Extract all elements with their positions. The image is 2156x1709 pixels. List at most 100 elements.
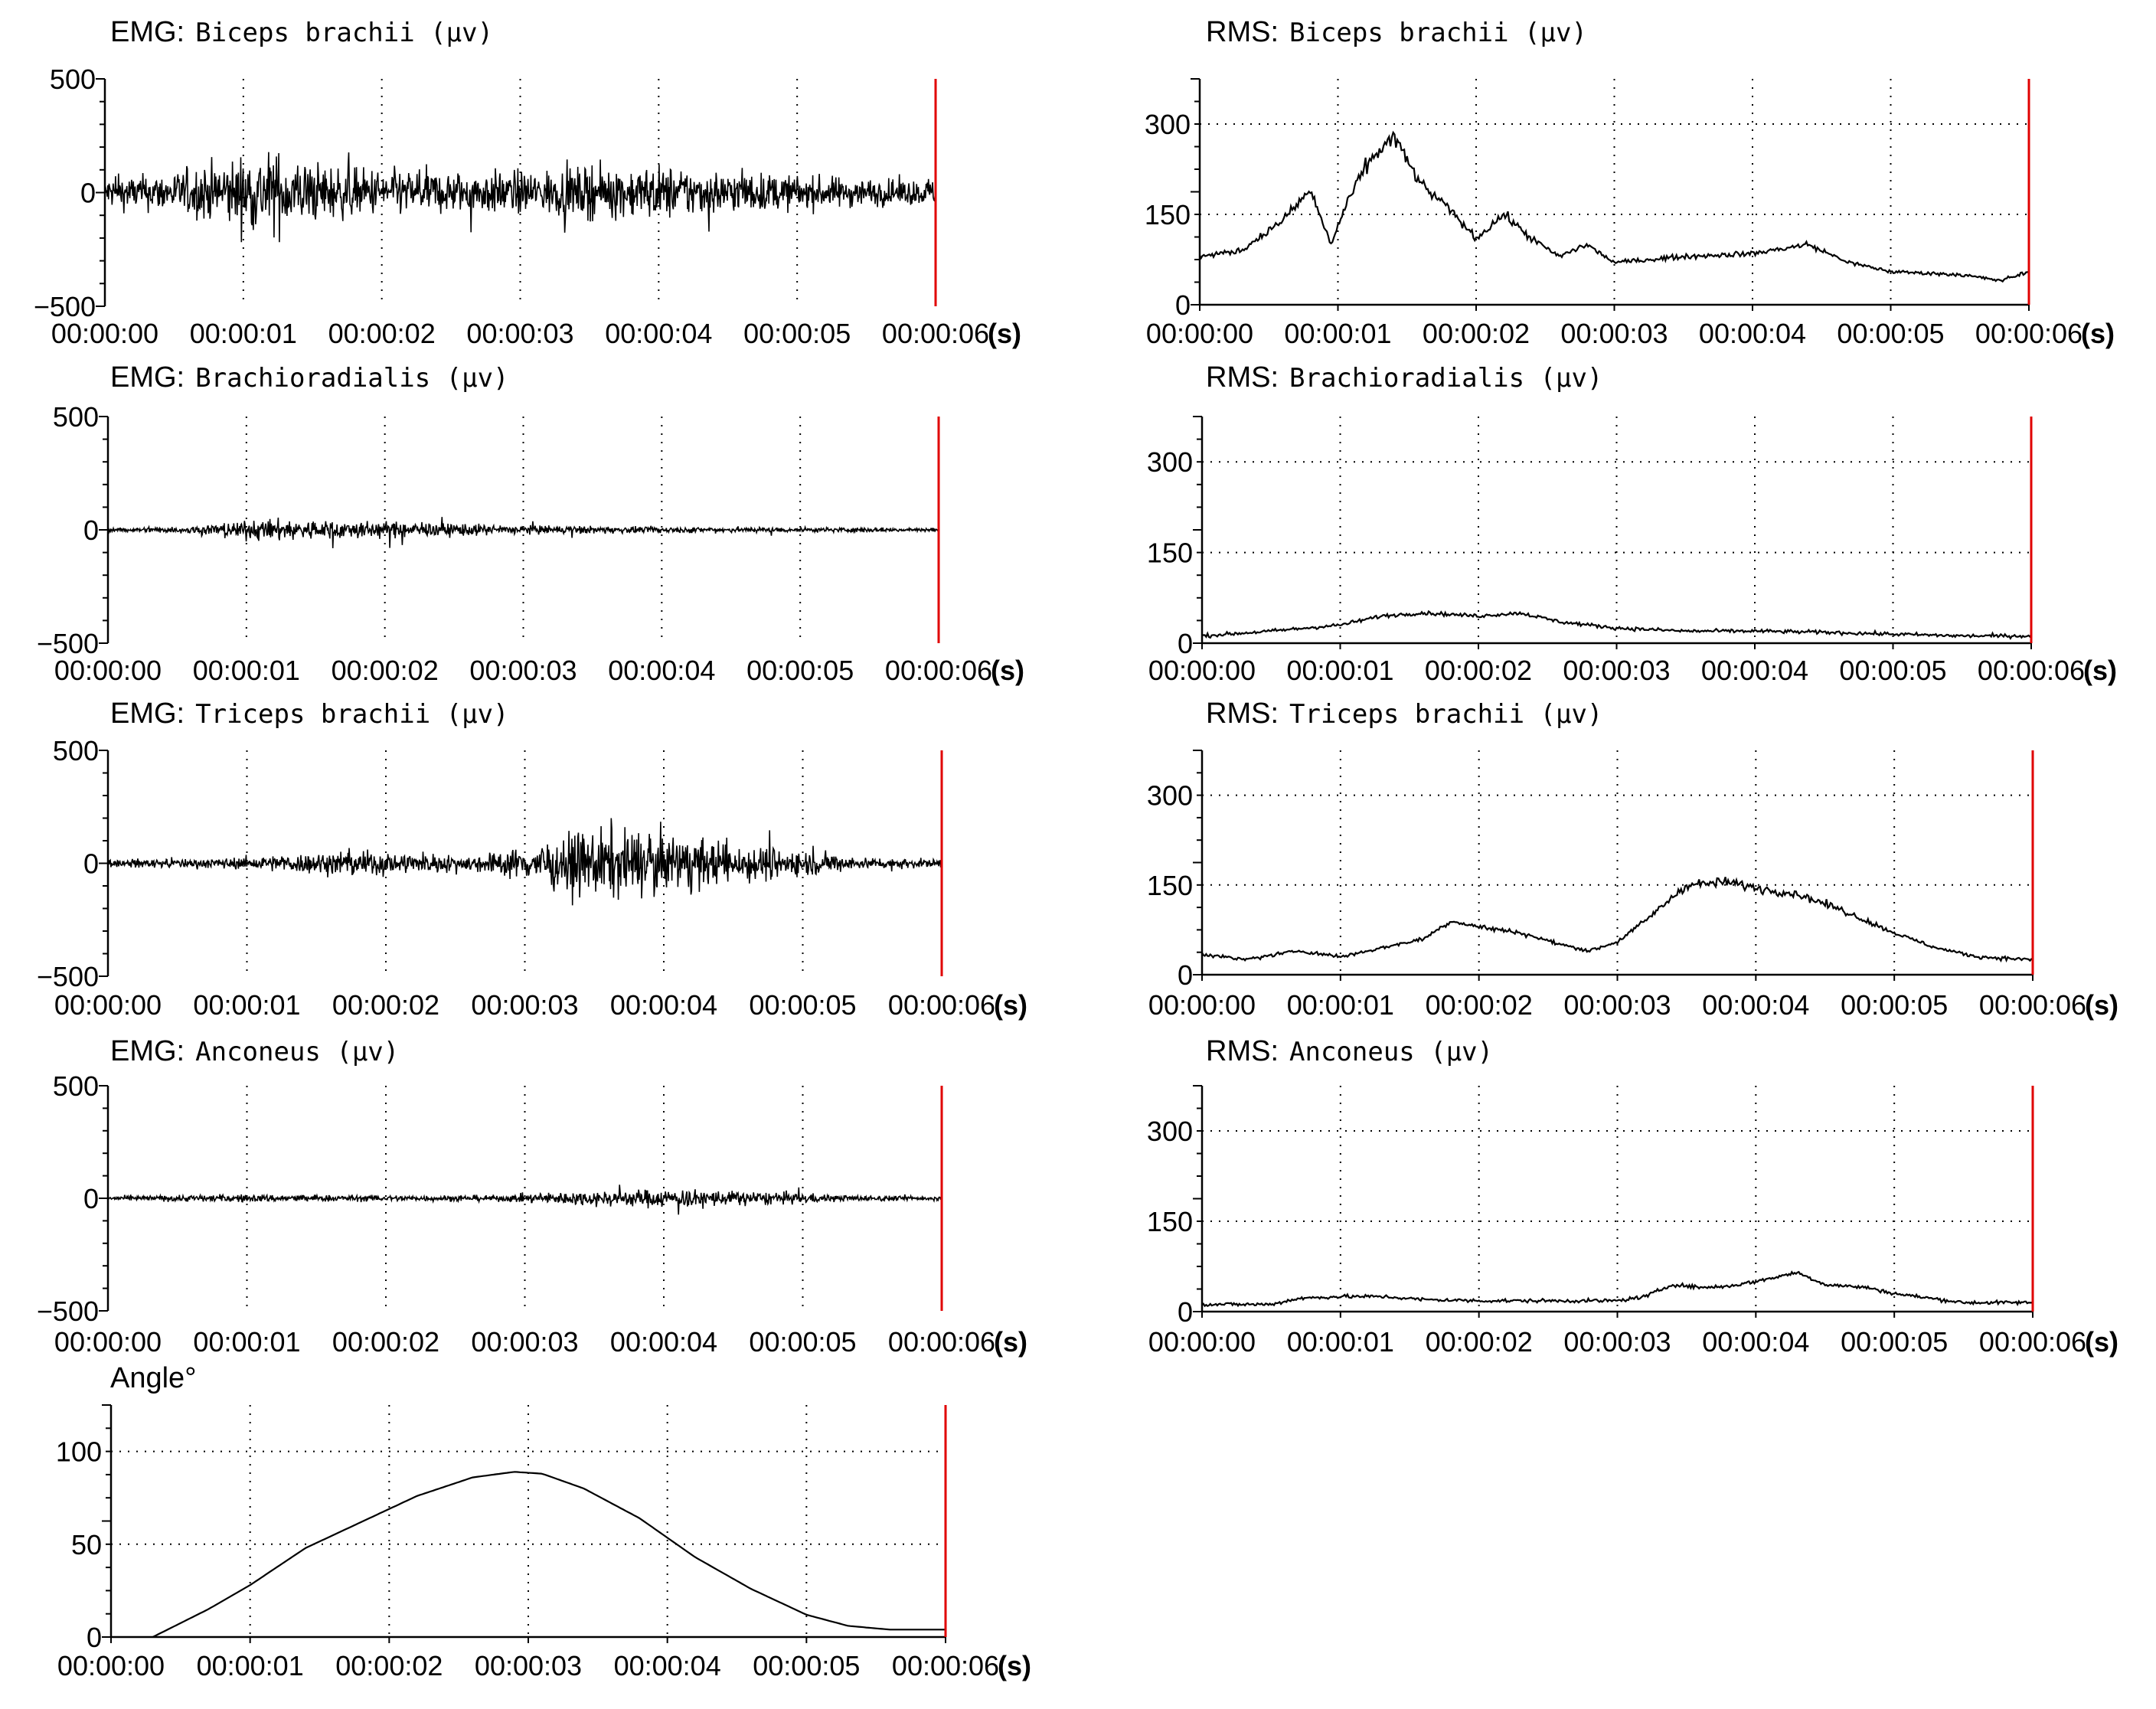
- rms_triceps-x-unit: (s): [2085, 989, 2118, 1021]
- rms_brachioradialis-x-tick-label: 00:00:01: [1286, 655, 1393, 686]
- emg_brachioradialis-x-tick-label: 00:00:00: [54, 655, 162, 686]
- rms_triceps-x-tick-label: 00:00:04: [1702, 989, 1809, 1021]
- rms_triceps-title: RMS: Triceps brachii (μv): [1206, 698, 1602, 730]
- emg_brachioradialis-x-tick-label: 00:00:06: [885, 655, 992, 686]
- emg_triceps-x-tick-label: 00:00:03: [471, 989, 578, 1021]
- angle-title: Angle°: [110, 1362, 196, 1394]
- emg_biceps-x-tick-label: 00:00:01: [190, 318, 297, 349]
- emg_anconeus-x-tick-label: 00:00:03: [471, 1326, 578, 1358]
- rms_anconeus-x-unit: (s): [2085, 1326, 2118, 1358]
- rms_anconeus-x-tick-label: 00:00:02: [1426, 1326, 1533, 1358]
- rms_triceps-x-tick-label: 00:00:06: [1979, 989, 2086, 1021]
- angle-x-tick-label: 00:00:02: [335, 1650, 443, 1681]
- angle-title-prefix: Angle°: [110, 1362, 196, 1394]
- emg_anconeus-x-tick-label: 00:00:06: [888, 1326, 995, 1358]
- emg_anconeus-y-tick-label: 0: [83, 1183, 99, 1214]
- emg_triceps-title-rest: Triceps brachii (μv): [195, 699, 508, 730]
- rms_anconeus-title: RMS: Anconeus (μv): [1206, 1035, 1493, 1067]
- rms_brachioradialis-y-tick-label: 300: [1147, 446, 1193, 478]
- angle-y-tick-label: 50: [71, 1529, 102, 1560]
- emg_triceps-y-tick-label: 0: [83, 848, 99, 880]
- rms_brachioradialis-trace: [1201, 609, 2032, 640]
- emg_triceps-x-tick-label: 00:00:01: [193, 989, 300, 1021]
- emg_anconeus-x-tick-label: 00:00:00: [54, 1326, 162, 1358]
- rms_brachioradialis-panel: RMS: Brachioradialis (μv) 300 150 000:00:00 0…: [1147, 361, 2117, 686]
- rms_biceps-x-tick-label: 00:00:05: [1837, 318, 1944, 349]
- emg_anconeus-x-tick-label: 00:00:02: [332, 1326, 439, 1358]
- rms_biceps-x-tick-label: 00:00:02: [1423, 318, 1530, 349]
- emg_brachioradialis-trace: [107, 517, 939, 549]
- emg_triceps-x-tick-label: 00:00:02: [332, 989, 439, 1021]
- emg_brachioradialis-panel: EMG: Brachioradialis (μv) 500 0 −50000:00:00…: [37, 361, 1024, 686]
- rms_triceps-title-prefix: RMS:: [1206, 698, 1279, 730]
- rms_brachioradialis-x-tick-label: 00:00:04: [1701, 655, 1808, 686]
- emg_anconeus-x-tick-label: 00:00:05: [749, 1326, 856, 1358]
- rms_brachioradialis-title-rest: Brachioradialis (μv): [1289, 363, 1602, 394]
- emg_brachioradialis-title-prefix: EMG:: [110, 361, 185, 394]
- rms_triceps-panel: RMS: Triceps brachii (μv) 300 150 000:00:00 0…: [1147, 698, 2118, 1021]
- emg_biceps-x-tick-label: 00:00:00: [51, 318, 158, 349]
- emg_biceps-x-tick-label: 00:00:02: [328, 318, 436, 349]
- emg_anconeus-trace: [107, 1185, 942, 1215]
- rms_biceps-x-tick-label: 00:00:03: [1560, 318, 1668, 349]
- rms_anconeus-x-tick-label: 00:00:05: [1841, 1326, 1948, 1358]
- emg_brachioradialis-y-tick-label: 0: [83, 515, 99, 546]
- emg_brachioradialis-x-unit: (s): [991, 655, 1024, 686]
- emg_brachioradialis-title: EMG: Brachioradialis (μv): [110, 361, 509, 394]
- rms_anconeus-x-tick-label: 00:00:03: [1563, 1326, 1671, 1358]
- emg_biceps-x-tick-label: 00:00:06: [882, 318, 989, 349]
- rms_biceps-x-tick-label: 00:00:06: [1975, 318, 2082, 349]
- rms_triceps-y-tick-label: 150: [1147, 870, 1193, 901]
- angle-x-tick-label: 00:00:05: [753, 1650, 860, 1681]
- emg_biceps-y-tick-label: −500: [34, 291, 96, 322]
- emg_triceps-x-tick-label: 00:00:04: [610, 989, 717, 1021]
- rms_brachioradialis-x-tick-label: 00:00:00: [1148, 655, 1256, 686]
- rms_triceps-x-tick-label: 00:00:01: [1287, 989, 1394, 1021]
- rms_brachioradialis-x-tick-label: 00:00:05: [1839, 655, 1946, 686]
- emg_biceps-y-tick-label: 0: [80, 178, 96, 209]
- rms_triceps-y-tick-label: 300: [1147, 780, 1193, 812]
- emg_triceps-x-tick-label: 00:00:05: [749, 989, 856, 1021]
- emg_triceps-panel: EMG: Triceps brachii (μv) 500 0 −50000:00:00…: [37, 698, 1027, 1021]
- angle-x-tick-label: 00:00:06: [892, 1650, 999, 1681]
- rms_triceps-title-rest: Triceps brachii (μv): [1289, 699, 1602, 730]
- rms_biceps-panel: RMS: Biceps brachii (μv) 300 150 000:00:00 00…: [1145, 16, 2115, 349]
- rms_biceps-x-unit: (s): [2081, 318, 2115, 349]
- emg_brachioradialis-x-tick-label: 00:00:04: [608, 655, 715, 686]
- emg_brachioradialis-y-tick-label: 500: [53, 401, 99, 433]
- rms_brachioradialis-x-unit: (s): [2083, 655, 2117, 686]
- emg_biceps-x-tick-label: 00:00:05: [743, 318, 851, 349]
- angle-x-tick-label: 00:00:01: [197, 1650, 304, 1681]
- rms_anconeus-trace: [1201, 1270, 2034, 1308]
- rms_brachioradialis-title: RMS: Brachioradialis (μv): [1206, 361, 1602, 394]
- rms_anconeus-panel: RMS: Anconeus (μv) 300 150 000:00:00 00:00:01…: [1147, 1035, 2118, 1358]
- emg_triceps-y-tick-label: 500: [53, 735, 99, 766]
- emg_brachioradialis-y-tick-label: −500: [37, 628, 99, 659]
- rms_biceps-x-tick-label: 00:00:00: [1146, 318, 1253, 349]
- emg_biceps-x-tick-label: 00:00:03: [466, 318, 573, 349]
- emg_anconeus-y-tick-label: −500: [37, 1296, 99, 1327]
- rms_biceps-x-tick-label: 00:00:04: [1699, 318, 1806, 349]
- rms_brachioradialis-y-tick-label: 0: [1178, 628, 1193, 659]
- emg_triceps-title: EMG: Triceps brachii (μv): [110, 698, 509, 730]
- emg_biceps-title: EMG: Biceps brachii (μv): [110, 16, 493, 48]
- emg_brachioradialis-title-rest: Brachioradialis (μv): [195, 363, 508, 394]
- rms_anconeus-title-prefix: RMS:: [1206, 1035, 1279, 1067]
- angle-x-tick-label: 00:00:04: [614, 1650, 721, 1681]
- rms_triceps-x-tick-label: 00:00:03: [1563, 989, 1671, 1021]
- rms_triceps-trace: [1201, 877, 2034, 963]
- emg_anconeus-title-rest: Anconeus (μv): [195, 1037, 399, 1067]
- rms_anconeus-x-tick-label: 00:00:00: [1148, 1326, 1256, 1358]
- rms_brachioradialis-x-tick-label: 00:00:03: [1563, 655, 1670, 686]
- emg_anconeus-x-tick-label: 00:00:01: [193, 1326, 300, 1358]
- rms_biceps-title-prefix: RMS:: [1206, 16, 1279, 48]
- emg_triceps-x-tick-label: 00:00:00: [54, 989, 162, 1021]
- rms_biceps-trace: [1199, 130, 2030, 283]
- emg_biceps-x-unit: (s): [988, 318, 1021, 349]
- angle-y-tick-label: 100: [56, 1436, 102, 1468]
- rms_biceps-x-tick-label: 00:00:01: [1284, 318, 1391, 349]
- emg_biceps-y-tick-label: 500: [50, 64, 96, 95]
- emg_biceps-x-tick-label: 00:00:04: [605, 318, 712, 349]
- emg_biceps-title-rest: Biceps brachii (μv): [195, 18, 493, 48]
